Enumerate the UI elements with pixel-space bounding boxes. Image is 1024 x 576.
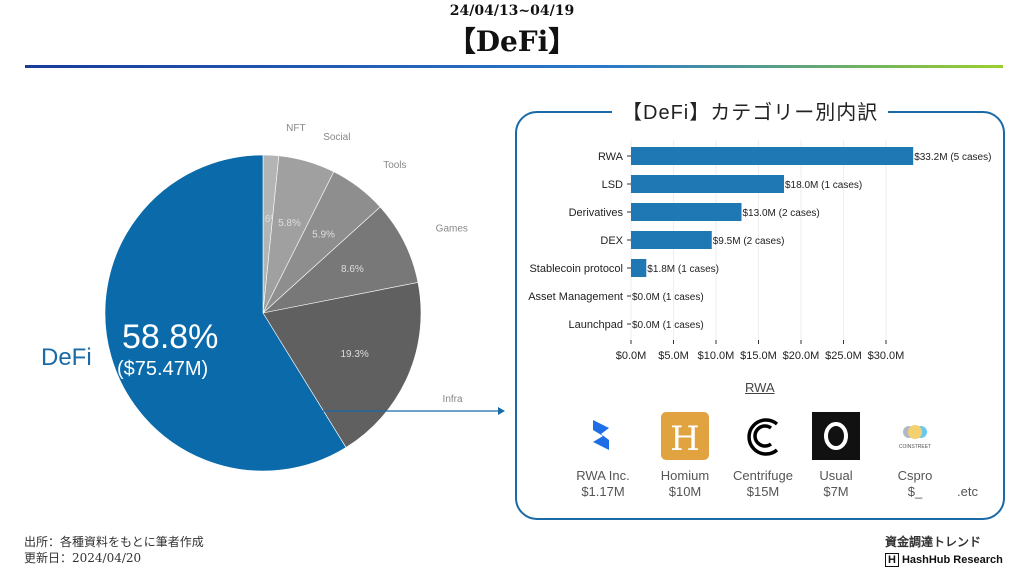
x-tick-label: $10.0M <box>698 350 735 362</box>
data-label: $18.0M (1 cases) <box>785 180 862 191</box>
svg-text:H: H <box>670 419 700 459</box>
pie-label: Social <box>323 132 350 143</box>
data-label: $33.2M (5 cases) <box>914 152 991 163</box>
category-label: Asset Management <box>528 291 623 303</box>
panel-title: 【DeFi】カテゴリー別内訳 <box>612 96 889 125</box>
bar <box>631 203 742 221</box>
company-cspro: COINSTREET Cspro $_ <box>870 412 960 500</box>
divider <box>25 65 1003 68</box>
x-tick-label: $20.0M <box>783 350 820 362</box>
pie-label: Games <box>436 223 468 234</box>
pie-label: Infra <box>443 394 463 405</box>
company-amount: $15M <box>746 484 780 499</box>
company-amount: $_ <box>907 484 923 499</box>
bar <box>631 175 784 193</box>
pie-chart: NFT 1.6% Social 5.8% Tools 5.9% Games 8.6% Infra… <box>104 123 468 472</box>
pie-pct-label: 19.3% <box>340 349 368 360</box>
bar <box>631 231 712 249</box>
usual-logo-icon <box>812 412 860 460</box>
pie-label: NFT <box>286 123 305 134</box>
company-amount: $7M <box>823 484 849 499</box>
date-range: 24/04/13~04/19 <box>449 3 575 19</box>
company-amount: $1.17M <box>581 484 625 499</box>
company-name: Homium <box>660 468 710 483</box>
footer-notes: 出所：各種資料をもとに筆者作成 更新日：2024/04/20 <box>24 534 204 566</box>
data-label: $13.0M (2 cases) <box>743 208 820 219</box>
pie-slice-infra <box>262 282 422 448</box>
x-tick-label: $15.0M <box>740 350 777 362</box>
brand-title: 資金調達トレンド <box>885 535 982 549</box>
hashhub-logo-icon: H <box>885 553 899 567</box>
company-centrifuge: Centrifuge $15M <box>718 412 808 500</box>
rwa-inc-logo-icon <box>579 412 627 460</box>
x-tick-label: $0.0M <box>616 350 647 362</box>
source-note: 出所：各種資料をもとに筆者作成 <box>24 535 204 549</box>
bar-chart: $0.0M $5.0M $10.0M $15.0M $20.0M $25.0M $30.0M… <box>528 140 991 362</box>
company-amount: $10M <box>668 484 702 499</box>
company-homium: H Homium $10M <box>640 412 730 500</box>
bar <box>631 259 647 277</box>
company-name: Cspro <box>897 468 933 483</box>
x-tick-label: $30.0M <box>868 350 905 362</box>
page-title: 【DeFi】 <box>447 25 577 58</box>
etc-label: .etc <box>957 484 978 499</box>
cspro-logo-icon: COINSTREET <box>891 412 939 460</box>
arrow-connector <box>320 407 505 415</box>
category-label: Launchpad <box>569 319 623 331</box>
cspro-logo-text: COINSTREET <box>899 444 931 450</box>
data-label: $9.5M (2 cases) <box>713 236 785 247</box>
company-name: Usual <box>819 468 853 483</box>
pie-pct-label: 5.9% <box>312 229 335 240</box>
pie-slice-games <box>261 206 419 314</box>
defi-amount: ($75.47M) <box>117 358 209 380</box>
rwa-section-title: RWA <box>745 380 775 395</box>
pie-pct-label: 1.6% <box>256 214 279 225</box>
homium-logo-icon: H <box>661 412 709 460</box>
pie-pct-label: 8.6% <box>341 264 364 275</box>
data-label: $0.0M (1 cases) <box>632 292 704 303</box>
category-label: RWA <box>598 151 624 163</box>
defi-percentage: 58.8% <box>122 318 219 356</box>
updated-date: 更新日：2024/04/20 <box>24 551 142 565</box>
category-label: DEX <box>600 235 623 247</box>
x-tick-label: $5.0M <box>658 350 689 362</box>
category-label: Stablecoin protocol <box>529 263 623 275</box>
org-name: HashHub Research <box>901 554 1003 566</box>
pie-label: Tools <box>383 160 406 171</box>
company-name: Centrifuge <box>733 468 793 483</box>
hashhub-logo: H HashHub Research <box>885 553 1003 567</box>
company-name: RWA Inc. <box>576 468 630 483</box>
category-label: LSD <box>602 179 623 191</box>
data-label: $1.8M (1 cases) <box>647 264 719 275</box>
data-label: $0.0M (1 cases) <box>632 320 704 331</box>
company-usual: Usual $7M <box>791 412 881 500</box>
centrifuge-logo-icon <box>739 412 787 460</box>
x-tick-label: $25.0M <box>825 350 862 362</box>
bar <box>631 147 914 165</box>
pie-slice-defi <box>104 154 347 472</box>
defi-label: DeFi <box>41 344 92 371</box>
category-label: Derivatives <box>569 207 624 219</box>
pie-pct-label: 5.8% <box>278 218 301 229</box>
company-rwa-inc: RWA Inc. $1.17M <box>558 412 648 500</box>
